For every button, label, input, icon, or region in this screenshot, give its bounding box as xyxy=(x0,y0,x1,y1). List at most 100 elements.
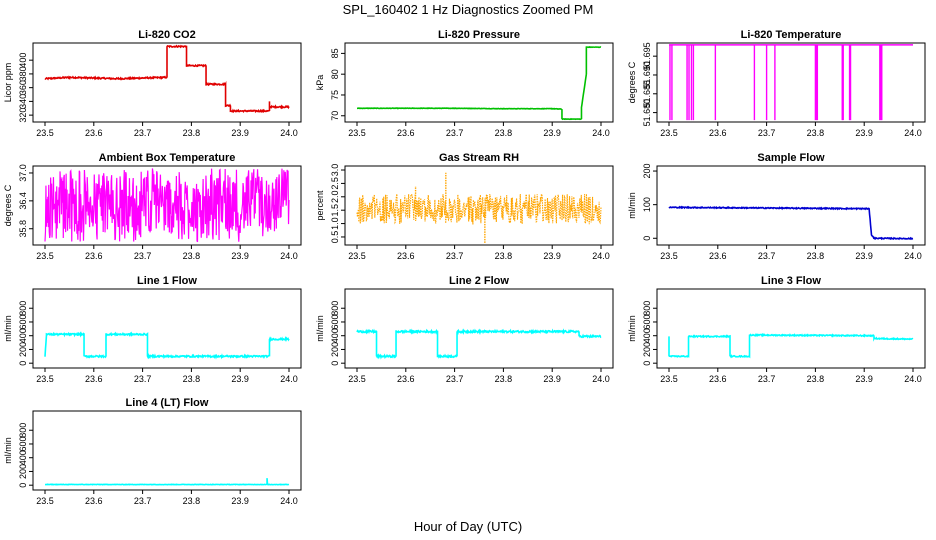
y-tick-label: 0 xyxy=(18,361,28,366)
y-tick-label: 80 xyxy=(330,69,340,79)
y-tick-label: 600 xyxy=(330,314,340,329)
series-line xyxy=(44,168,290,243)
y-tick-label: 2.0 xyxy=(330,191,340,204)
chart-panel: Sample Flow 23.5 23.6 23.7 23.8 23.9 24.0 0 100 2… xyxy=(627,152,926,261)
chart-panel: Ambient Box Temperature 23.5 23.6 23.7 23.8 2… xyxy=(3,152,302,261)
y-tick-label: 51.685 xyxy=(642,80,652,108)
y-tick-label: 400 xyxy=(18,328,28,343)
x-tick-label: 23.7 xyxy=(758,251,776,261)
x-tick-label: 23.9 xyxy=(231,128,249,138)
plot-frame xyxy=(344,288,614,369)
x-tick-label: 23.6 xyxy=(85,496,103,506)
y-tick-label: 51.680 xyxy=(642,99,652,127)
y-tick-label: 360 xyxy=(18,80,28,95)
x-tick-label: 24.0 xyxy=(592,251,610,261)
x-tick-label: 23.5 xyxy=(348,128,366,138)
chart-panel: Line 3 Flow 23.5 23.6 23.7 23.8 23.9 24.0 0 2004… xyxy=(627,275,926,384)
series-line xyxy=(356,328,602,360)
panel-grid: Li-820 CO2 23.5 23.6 23.7 23.8 23.9 24.0 320340… xyxy=(3,29,926,506)
plot-frame xyxy=(344,165,614,246)
x-tick-label: 23.7 xyxy=(758,374,776,384)
chart-panel: Gas Stream RH 23.5 23.6 23.7 23.8 23.9 24.0 0.5… xyxy=(315,152,614,261)
x-tick-label: 23.6 xyxy=(397,374,415,384)
chart-panel: Li-820 Pressure 23.5 23.6 23.7 23.8 23.9 24.0 7… xyxy=(315,29,614,138)
y-tick-label: 600 xyxy=(642,314,652,329)
x-tick-label: 23.9 xyxy=(543,128,561,138)
plot-frame xyxy=(656,288,926,369)
x-tick-label: 24.0 xyxy=(280,496,298,506)
y-tick-label: 600 xyxy=(18,436,28,451)
panel-title: Line 3 Flow xyxy=(761,275,821,287)
x-tick-label: 23.8 xyxy=(807,374,825,384)
plot-frame xyxy=(32,288,302,369)
x-tick-label: 24.0 xyxy=(592,128,610,138)
y-tick-label: 200 xyxy=(18,342,28,357)
x-tick-label: 23.6 xyxy=(397,251,415,261)
data-layer xyxy=(668,205,914,241)
x-tick-label: 23.5 xyxy=(660,251,678,261)
series-line xyxy=(668,332,914,359)
y-tick-label: 35.8 xyxy=(18,220,28,238)
x-tick-label: 23.5 xyxy=(660,374,678,384)
y-tick-label: 400 xyxy=(18,53,28,68)
chart-panel: Line 1 Flow 23.5 23.6 23.7 23.8 23.9 24.0 0 2004… xyxy=(3,275,302,384)
y-tick-label: 36.4 xyxy=(18,192,28,210)
x-tick-label: 23.8 xyxy=(807,251,825,261)
panel-title: Sample Flow xyxy=(757,152,825,164)
y-tick-label: 0 xyxy=(642,236,652,241)
x-tick-label: 23.7 xyxy=(446,251,464,261)
y-tick-label: 85 xyxy=(330,48,340,58)
chart-panel: Line 4 (LT) Flow 23.5 23.6 23.7 23.8 23.9 24.0… xyxy=(3,397,302,506)
y-axis-label: ml/min xyxy=(627,192,637,219)
y-tick-label: 1.5 xyxy=(330,204,340,217)
chart-panel: Li-820 Temperature 23.5 23.6 23.7 23.8 23.9 24… xyxy=(627,29,926,138)
y-tick-label: 2.5 xyxy=(330,177,340,190)
x-tick-label: 23.8 xyxy=(495,128,513,138)
panel-title: Gas Stream RH xyxy=(439,152,519,164)
x-tick-label: 23.6 xyxy=(709,374,727,384)
series-line xyxy=(668,205,914,241)
series-line xyxy=(44,331,290,360)
x-tick-label: 23.9 xyxy=(855,128,873,138)
y-tick-label: 200 xyxy=(18,464,28,479)
y-tick-label: 100 xyxy=(642,197,652,212)
data-layer xyxy=(669,44,913,121)
panel-title: Li-820 Temperature xyxy=(741,29,842,41)
x-tick-label: 23.7 xyxy=(446,128,464,138)
y-tick-label: 800 xyxy=(18,423,28,438)
x-tick-label: 23.6 xyxy=(85,251,103,261)
figure-x-axis-label: Hour of Day (UTC) xyxy=(414,519,522,534)
x-tick-label: 24.0 xyxy=(280,128,298,138)
data-layer xyxy=(44,168,290,243)
x-tick-label: 24.0 xyxy=(904,251,922,261)
plot-frame xyxy=(32,42,302,123)
panel-title: Li-820 Pressure xyxy=(438,29,520,41)
x-tick-label: 23.6 xyxy=(85,128,103,138)
x-tick-label: 23.7 xyxy=(134,128,152,138)
x-tick-label: 23.7 xyxy=(134,251,152,261)
y-tick-label: 51.695 xyxy=(642,42,652,70)
y-axis-label: percent xyxy=(315,190,325,221)
figure-title: SPL_160402 1 Hz Diagnostics Zoomed PM xyxy=(343,2,594,17)
x-tick-label: 23.9 xyxy=(855,374,873,384)
series-line xyxy=(44,44,290,114)
y-tick-label: 1.0 xyxy=(330,217,340,230)
y-tick-label: 37.0 xyxy=(18,164,28,182)
x-tick-label: 23.7 xyxy=(758,128,776,138)
x-tick-label: 23.6 xyxy=(709,251,727,261)
x-tick-label: 24.0 xyxy=(904,128,922,138)
panel-title: Line 1 Flow xyxy=(137,275,197,287)
plot-frame xyxy=(32,410,302,491)
y-tick-label: 200 xyxy=(642,164,652,179)
y-tick-label: 380 xyxy=(18,66,28,81)
plot-frame xyxy=(344,42,614,123)
data-layer xyxy=(356,328,602,360)
series-line xyxy=(357,46,602,121)
y-axis-label: ml/min xyxy=(627,315,637,342)
x-tick-label: 24.0 xyxy=(904,374,922,384)
y-tick-label: 200 xyxy=(642,342,652,357)
x-tick-label: 24.0 xyxy=(280,251,298,261)
x-tick-label: 23.8 xyxy=(183,496,201,506)
x-tick-label: 23.5 xyxy=(348,374,366,384)
